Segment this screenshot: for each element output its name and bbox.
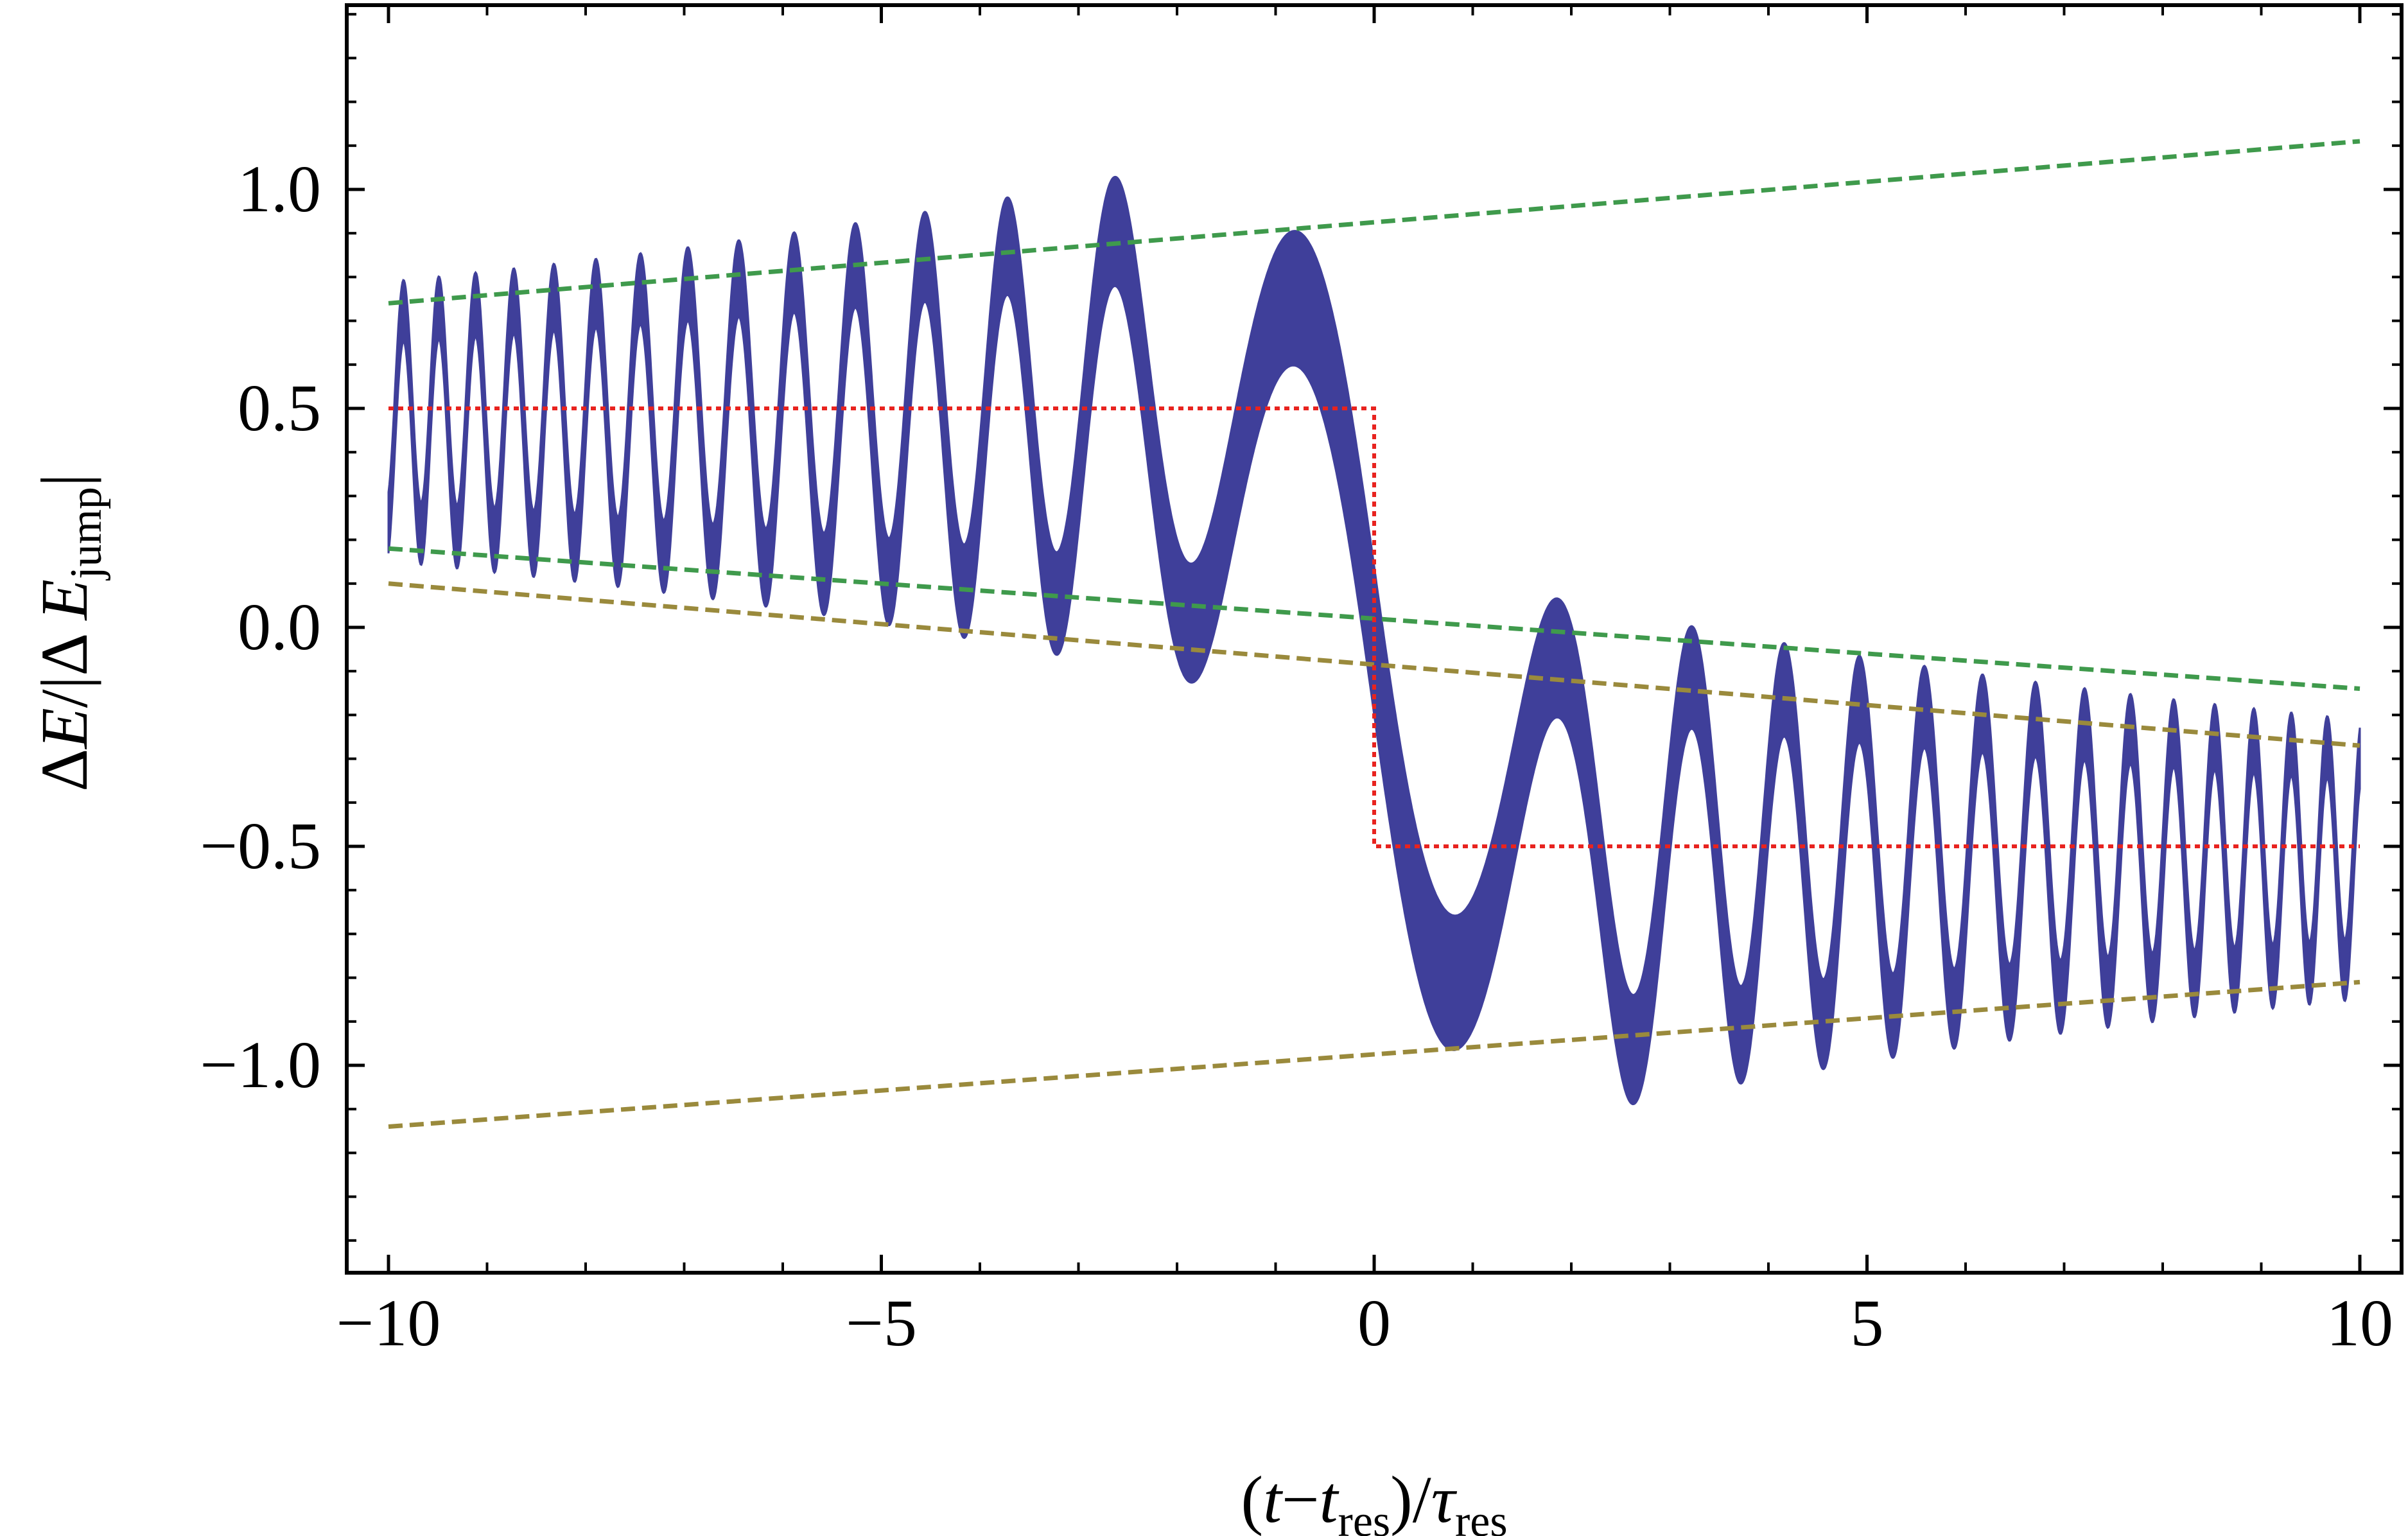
y-tick-label: 0.5 [238, 371, 321, 445]
x-tick-label: 0 [1357, 1286, 1391, 1360]
x-axis-label: (t−tres)/τres [1241, 1463, 1507, 1536]
y-tick-label: 0.0 [238, 590, 321, 664]
dashed-bound-line-2 [388, 139, 2360, 306]
x-tick-label: −5 [846, 1286, 917, 1360]
dashed-bound-line-5 [388, 979, 2360, 1129]
step-function-series [388, 406, 2360, 848]
y-axis-label: ΔE/|Δ Ejump| [28, 473, 111, 792]
x-tick-label: 5 [1851, 1286, 1884, 1360]
dashed-bound-line-4 [388, 581, 2360, 748]
x-tick-label: −10 [336, 1286, 441, 1360]
y-tick-label: −1.0 [200, 1028, 321, 1102]
y-tick-label: −0.5 [200, 809, 321, 883]
y-tick-label: 1.0 [238, 152, 321, 226]
plot-area [387, 139, 2361, 1129]
x-tick-label: 10 [2326, 1286, 2393, 1360]
